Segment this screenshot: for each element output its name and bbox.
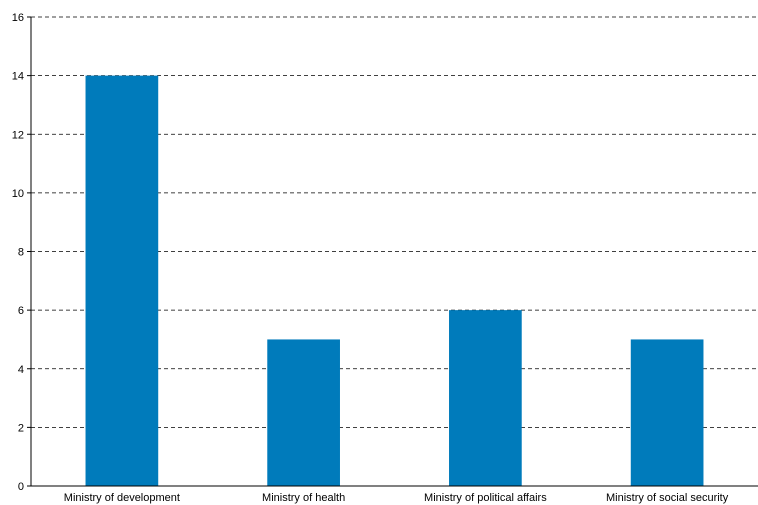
bars	[85, 75, 704, 486]
y-tick-label: 8	[18, 247, 24, 259]
y-tick-label: 14	[12, 71, 24, 83]
x-axis: Ministry of development Ministry of healt…	[31, 485, 758, 504]
y-tick-label: 12	[12, 129, 24, 141]
y-axis: 0 2 4 6 8 10 12 14 16	[12, 12, 32, 493]
bar	[630, 339, 704, 486]
y-tick-label: 4	[18, 364, 24, 376]
y-tick-label: 10	[12, 188, 24, 200]
y-tick-label: 6	[18, 305, 24, 317]
x-category-label: Ministry of development	[64, 492, 180, 504]
bar	[449, 310, 522, 486]
y-tick-label: 16	[12, 12, 24, 24]
x-category-label: Ministry of health	[262, 492, 345, 504]
y-tick-label: 0	[18, 481, 24, 493]
bar	[85, 75, 159, 486]
x-category-label: Ministry of social security	[606, 492, 729, 504]
bar	[267, 339, 340, 486]
x-category-label: Ministry of political affairs	[424, 492, 547, 504]
y-tick-label: 2	[18, 422, 24, 434]
